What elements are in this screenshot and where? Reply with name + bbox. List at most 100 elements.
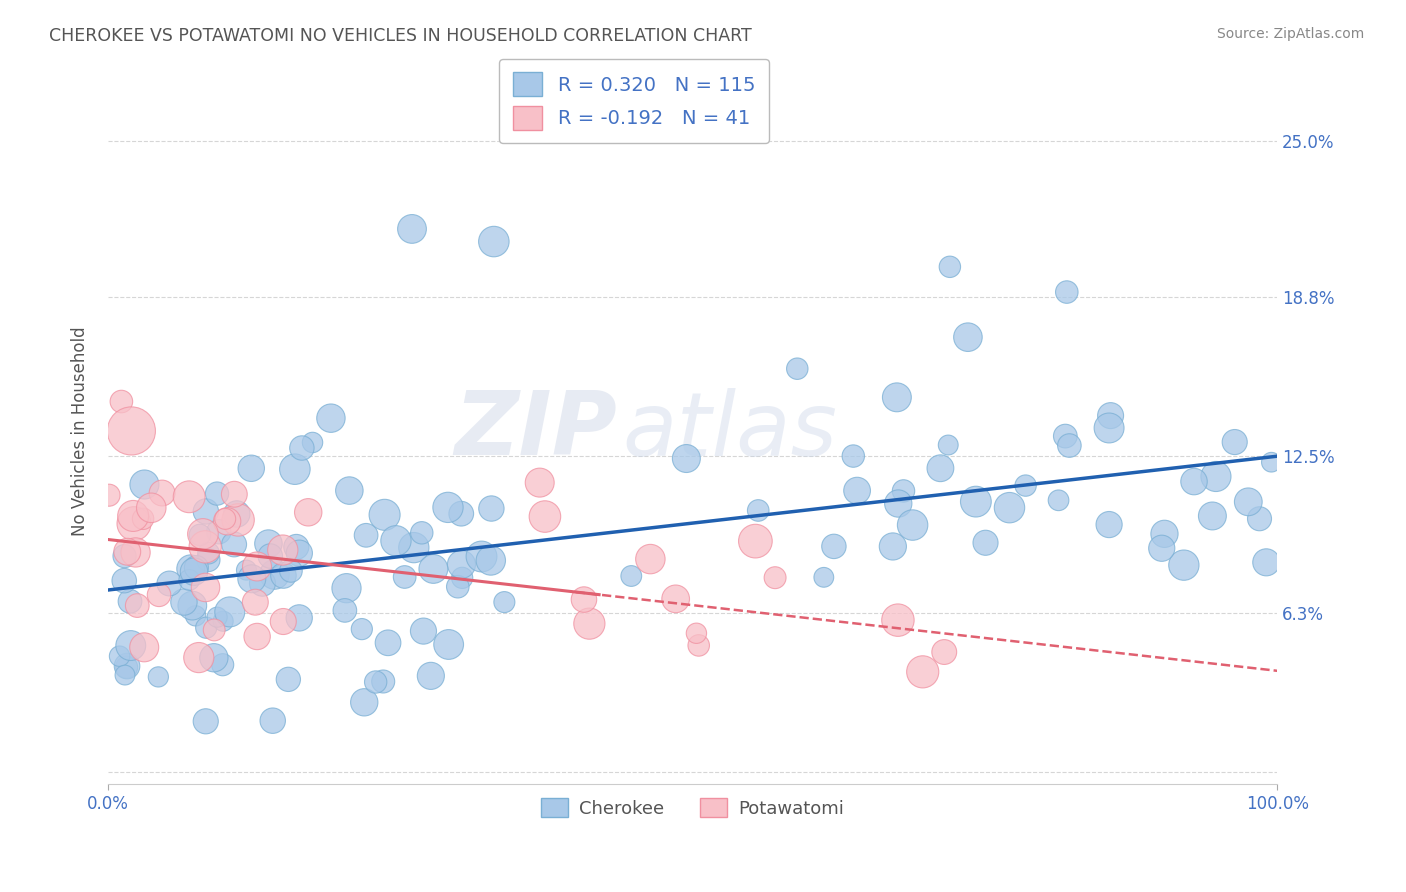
Point: [846, 483, 869, 498]
Point: [134, 477, 156, 491]
Point: [911, 665, 934, 679]
Point: [212, 614, 235, 628]
Point: [373, 674, 395, 689]
Point: [194, 714, 217, 729]
Point: [1205, 469, 1227, 483]
Point: [259, 549, 281, 563]
Point: [117, 545, 139, 559]
Point: [205, 486, 228, 500]
Point: [240, 572, 263, 586]
Point: [214, 512, 236, 526]
Point: [252, 576, 274, 591]
Point: [1059, 438, 1081, 452]
Point: [620, 569, 643, 583]
Point: [202, 623, 225, 637]
Point: [211, 657, 233, 672]
Text: Source: ZipAtlas.com: Source: ZipAtlas.com: [1216, 27, 1364, 41]
Point: [246, 559, 269, 574]
Point: [1249, 512, 1271, 526]
Point: [110, 394, 132, 409]
Point: [173, 595, 195, 609]
Point: [225, 507, 247, 521]
Point: [494, 595, 516, 609]
Point: [1201, 508, 1223, 523]
Point: [148, 588, 170, 602]
Point: [887, 496, 910, 510]
Point: [291, 441, 314, 455]
Legend: Cherokee, Potawatomi: Cherokee, Potawatomi: [534, 790, 851, 825]
Point: [1098, 421, 1121, 435]
Text: CHEROKEE VS POTAWATOMI NO VEHICLES IN HOUSEHOLD CORRELATION CHART: CHEROKEE VS POTAWATOMI NO VEHICLES IN HO…: [49, 27, 752, 45]
Point: [108, 649, 131, 664]
Point: [412, 624, 434, 639]
Point: [929, 461, 952, 475]
Point: [377, 636, 399, 650]
Point: [180, 562, 202, 576]
Text: ZIP: ZIP: [454, 387, 617, 475]
Point: [823, 540, 845, 554]
Point: [157, 576, 180, 591]
Point: [333, 603, 356, 617]
Point: [186, 560, 208, 574]
Y-axis label: No Vehicles in Household: No Vehicles in Household: [72, 326, 89, 536]
Point: [364, 675, 387, 690]
Point: [179, 490, 201, 504]
Point: [288, 611, 311, 625]
Point: [297, 505, 319, 519]
Point: [179, 573, 201, 587]
Point: [422, 562, 444, 576]
Point: [301, 435, 323, 450]
Point: [1056, 285, 1078, 299]
Point: [470, 549, 492, 564]
Point: [141, 500, 163, 515]
Point: [1223, 435, 1246, 450]
Point: [197, 553, 219, 567]
Point: [401, 222, 423, 236]
Point: [226, 513, 249, 527]
Point: [411, 525, 433, 540]
Point: [240, 461, 263, 475]
Point: [120, 639, 142, 653]
Point: [181, 599, 204, 613]
Point: [965, 494, 987, 508]
Point: [886, 390, 908, 404]
Point: [235, 563, 257, 577]
Point: [183, 565, 205, 579]
Point: [402, 541, 425, 555]
Point: [998, 500, 1021, 515]
Point: [184, 608, 207, 623]
Point: [188, 528, 211, 542]
Point: [218, 605, 240, 619]
Point: [481, 501, 503, 516]
Point: [245, 595, 267, 609]
Point: [271, 615, 294, 629]
Point: [115, 659, 138, 673]
Point: [882, 540, 904, 554]
Point: [887, 613, 910, 627]
Point: [195, 621, 218, 635]
Point: [354, 528, 377, 542]
Point: [1014, 478, 1036, 492]
Point: [1054, 429, 1077, 443]
Point: [685, 626, 707, 640]
Point: [246, 630, 269, 644]
Point: [205, 610, 228, 624]
Point: [122, 508, 145, 523]
Point: [675, 451, 697, 466]
Point: [124, 545, 146, 559]
Point: [127, 599, 149, 613]
Point: [337, 483, 360, 498]
Point: [98, 488, 121, 502]
Point: [150, 486, 173, 500]
Text: atlas: atlas: [623, 388, 838, 474]
Point: [1153, 526, 1175, 541]
Point: [1150, 541, 1173, 556]
Point: [115, 660, 138, 674]
Point: [284, 462, 307, 476]
Point: [939, 260, 962, 274]
Point: [1182, 475, 1205, 489]
Point: [688, 639, 710, 653]
Point: [132, 512, 155, 526]
Point: [747, 503, 769, 517]
Point: [187, 650, 209, 665]
